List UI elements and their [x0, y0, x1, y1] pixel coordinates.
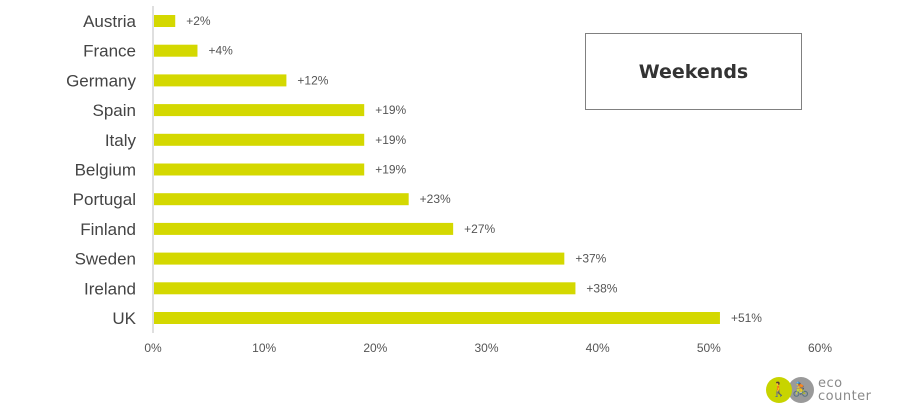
- x-tick-label: 20%: [363, 341, 387, 355]
- bar: [154, 44, 198, 57]
- logo-text-line2: counter: [818, 389, 872, 404]
- bar: [154, 133, 365, 146]
- x-tick-label: 50%: [697, 341, 721, 355]
- data-label: +23%: [420, 192, 451, 206]
- eco-counter-logo: 🚶 🚴 eco counter: [766, 374, 884, 406]
- data-label: +4%: [208, 44, 233, 58]
- logo-text-line1: eco: [818, 376, 843, 391]
- bar: [154, 104, 365, 117]
- bar: [154, 222, 454, 235]
- category-label: Germany: [66, 71, 136, 90]
- legend-box: Weekends: [585, 33, 802, 110]
- category-label: France: [83, 42, 136, 61]
- data-label: +19%: [375, 133, 406, 147]
- category-label: Portugal: [73, 190, 136, 209]
- bar: [154, 193, 409, 206]
- category-label: UK: [112, 309, 136, 328]
- category-label: Spain: [93, 101, 136, 120]
- x-tick-label: 60%: [808, 341, 832, 355]
- x-tick-label: 40%: [586, 341, 610, 355]
- x-tick-label: 10%: [252, 341, 276, 355]
- bar: [154, 163, 365, 176]
- legend-label: Weekends: [638, 60, 749, 83]
- category-label: Finland: [80, 220, 136, 239]
- category-label: Ireland: [84, 279, 136, 298]
- cyclist-icon: 🚴: [788, 377, 814, 403]
- data-label: +51%: [731, 311, 762, 325]
- category-label: Sweden: [75, 250, 136, 269]
- category-label: Austria: [83, 12, 136, 31]
- x-tick-label: 0%: [144, 341, 162, 355]
- data-label: +37%: [575, 252, 606, 266]
- logo-text: eco counter: [818, 377, 872, 403]
- data-label: +19%: [375, 103, 406, 117]
- data-label: +19%: [375, 163, 406, 177]
- bar: [154, 74, 287, 87]
- data-label: +27%: [464, 222, 495, 236]
- bar: [154, 282, 576, 295]
- bar: [154, 312, 720, 324]
- bar: [154, 252, 565, 265]
- bar: [154, 15, 176, 27]
- data-label: +2%: [186, 14, 211, 28]
- x-tick-label: 30%: [474, 341, 498, 355]
- data-label: +38%: [586, 281, 617, 295]
- category-label: Italy: [105, 131, 137, 150]
- category-label: Belgium: [75, 161, 136, 180]
- walker-icon: 🚶: [766, 377, 792, 403]
- data-label: +12%: [297, 73, 328, 87]
